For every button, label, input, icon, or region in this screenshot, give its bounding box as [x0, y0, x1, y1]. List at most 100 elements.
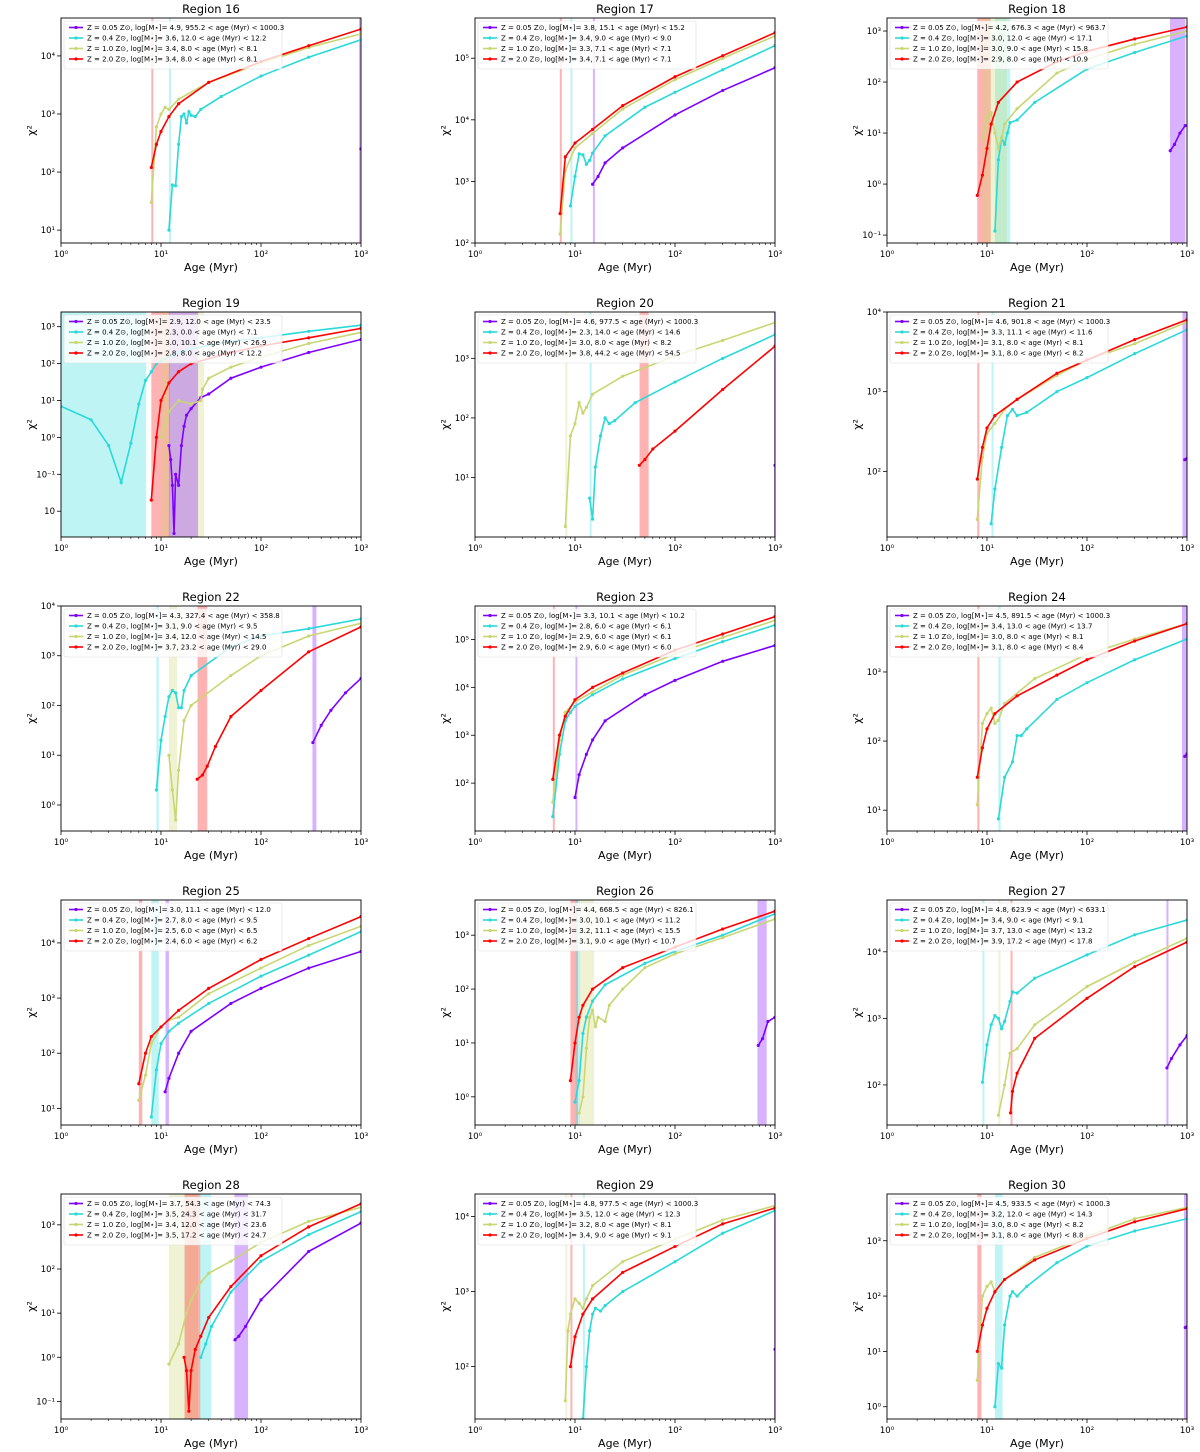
x-axis-label: Age (Myr): [598, 555, 652, 568]
legend-marker: [488, 624, 492, 628]
data-point: [607, 422, 611, 426]
legend-marker: [74, 1233, 78, 1237]
age-band: [991, 312, 994, 537]
data-point: [989, 522, 993, 526]
chart-panel: 10⁰ 10¹ 10² 10³ 10² 10³ 10⁴ Region 21 Age (Myr) χ…: [851, 296, 1194, 568]
data-point: [989, 706, 993, 710]
data-point: [980, 445, 985, 449]
chart-title: Region 29: [596, 1178, 654, 1192]
series-line: [997, 638, 1187, 819]
chart-panel: 10⁰ 10¹ 10² 10³ 10⁰ 10¹ 10² 10³ 10⁴ Region 22 Age …: [25, 590, 368, 862]
legend-entry: Z = 1.0 Z⊙, log[M⋆]= 2.9, 6.0 < age (Myr…: [501, 633, 672, 641]
legend-entry: Z = 0.4 Z⊙, log[M⋆]= 3.0, 10.1 < age (My…: [501, 917, 680, 925]
y-tick-label: 10³: [41, 652, 55, 662]
data-point: [607, 1003, 611, 1007]
data-point: [184, 413, 189, 417]
y-tick-label: 10⁴: [455, 683, 470, 693]
data-point: [119, 480, 123, 485]
y-axis-label: χ²: [851, 419, 864, 430]
legend: Z = 0.05 Z⊙, log[M⋆]= 4.9, 955.2 < age (…: [63, 20, 284, 70]
data-point: [591, 1312, 595, 1316]
legend-entry: Z = 1.0 Z⊙, log[M⋆]= 3.4, 12.0 < age (My…: [87, 1221, 267, 1229]
data-point: [563, 710, 567, 714]
chart-panel: 10⁰ 10¹ 10² 10³ 10⁰ 10¹ 10² 10³ Region 30 Age (My…: [851, 1178, 1194, 1450]
data-point: [154, 125, 159, 129]
x-axis-label: Age (Myr): [598, 1143, 652, 1156]
axes-frame: [60, 605, 362, 832]
data-point: [573, 146, 577, 150]
data-point: [573, 698, 577, 702]
legend-marker: [74, 907, 78, 912]
y-tick-label: 10²: [867, 1292, 881, 1302]
data-point: [721, 640, 725, 644]
legend-entry: Z = 0.4 Z⊙, log[M⋆]= 3.6, 12.0 < age (My…: [87, 35, 266, 43]
y-axis-label: χ²: [439, 419, 452, 430]
plot-area: [980, 900, 1187, 1125]
legend-entry: Z = 0.4 Z⊙, log[M⋆]= 3.4, 13.0 < age (My…: [913, 623, 1092, 631]
x-tick-label: 10³: [354, 1132, 368, 1142]
age-band: [151, 900, 159, 1125]
age-band: [575, 900, 580, 1125]
x-axis-label: Age (Myr): [598, 261, 652, 274]
plot-area: [551, 606, 775, 831]
data-point: [1015, 734, 1019, 738]
x-tick-label: 10³: [354, 544, 368, 554]
legend-entry: Z = 0.05 Z⊙, log[M⋆]= 4.4, 668.5 < age (…: [501, 906, 694, 914]
y-tick-label: 10³: [455, 931, 469, 941]
data-point: [721, 1218, 725, 1222]
legend-marker: [488, 351, 492, 355]
legend: Z = 0.05 Z⊙, log[M⋆]= 3.8, 15.1 < age (M…: [477, 20, 697, 70]
age-band: [1166, 900, 1169, 1125]
data-point: [189, 673, 193, 678]
x-tick-label: 10³: [1180, 1426, 1194, 1436]
data-point: [187, 109, 191, 114]
data-point: [621, 374, 625, 378]
legend-marker: [74, 351, 78, 355]
data-point: [170, 483, 174, 488]
legend-entry: Z = 0.4 Z⊙, log[M⋆]= 2.7, 8.0 < age (Myr…: [87, 917, 258, 925]
data-point: [581, 1003, 585, 1007]
data-point: [721, 659, 725, 663]
legend-marker: [74, 319, 78, 324]
series-line: [150, 930, 361, 1118]
data-point: [143, 1051, 148, 1055]
data-point: [193, 115, 197, 119]
x-tick-label: 10²: [668, 838, 682, 848]
legend-entry: Z = 0.4 Z⊙, log[M⋆]= 3.5, 12.0 < age (My…: [501, 1211, 680, 1219]
y-tick-label: 10³: [455, 731, 469, 741]
legend-marker: [900, 634, 904, 639]
data-point: [1133, 1217, 1137, 1221]
data-point: [259, 1298, 263, 1302]
y-tick-label: 10²: [41, 168, 55, 178]
data-point: [588, 158, 592, 162]
legend-marker: [900, 645, 904, 649]
legend-entry: Z = 1.0 Z⊙, log[M⋆]= 3.2, 11.1 < age (My…: [501, 927, 680, 935]
legend-entry: Z = 1.0 Z⊙, log[M⋆]= 3.0, 9.0 < age (Myr…: [913, 45, 1088, 53]
data-point: [174, 184, 178, 188]
data-point: [551, 800, 555, 804]
x-tick-label: 10³: [768, 1426, 782, 1436]
data-point: [159, 1041, 163, 1046]
plot-area: [558, 18, 775, 243]
age-band: [773, 1194, 775, 1419]
data-point: [985, 1043, 989, 1047]
data-point: [199, 398, 203, 403]
data-point: [1172, 142, 1177, 146]
data-point: [1010, 760, 1015, 764]
data-point: [1178, 1043, 1182, 1047]
data-point: [588, 496, 592, 500]
data-point: [143, 378, 148, 383]
data-point: [557, 733, 562, 737]
data-point: [174, 472, 178, 476]
chart-title: Region 28: [182, 1178, 240, 1192]
legend-entry: Z = 1.0 Z⊙, log[M⋆]= 3.2, 8.0 < age (Myr…: [501, 1221, 672, 1229]
data-point: [182, 1355, 186, 1359]
y-tick-label: 10⁴: [455, 116, 470, 126]
data-point: [593, 465, 598, 469]
data-point: [307, 336, 311, 340]
data-point: [993, 711, 997, 716]
legend-entry: Z = 0.05 Z⊙, log[M⋆]= 4.5, 933.5 < age (…: [913, 1200, 1110, 1208]
x-tick-label: 10³: [768, 1132, 782, 1142]
data-point: [1015, 1294, 1019, 1298]
age-band: [977, 312, 980, 537]
